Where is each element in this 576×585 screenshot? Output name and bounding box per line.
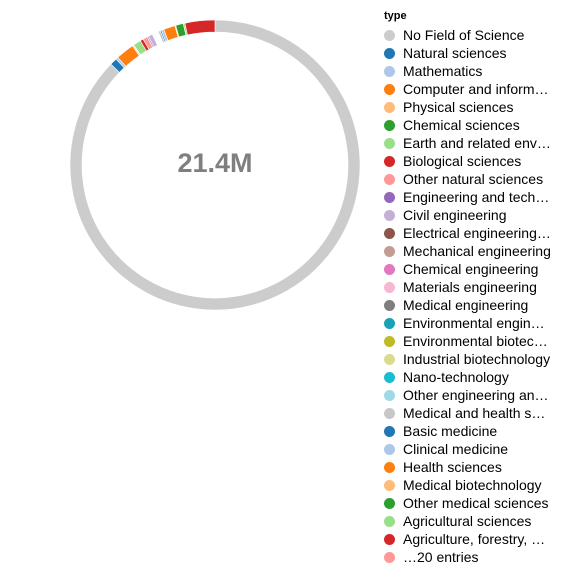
legend-label: Environmental engin… — [403, 315, 545, 331]
legend-label: Natural sciences — [403, 45, 507, 61]
legend-items: No Field of Science Natural sciences Mathe… — [384, 26, 574, 566]
donut-chart: 21.4M — [0, 0, 361, 360]
legend-item[interactable]: Earth and related env… — [384, 134, 574, 152]
legend-item[interactable]: Chemical sciences — [384, 116, 574, 134]
legend-title: type — [384, 10, 407, 22]
legend-item[interactable]: Mathematics — [384, 62, 574, 80]
legend-item[interactable]: Medical engineering — [384, 296, 574, 314]
legend-swatch — [384, 65, 395, 77]
legend-item[interactable]: Materials engineering — [384, 278, 574, 296]
legend-label: Computer and inform… — [403, 81, 549, 97]
legend-item[interactable]: Environmental engin… — [384, 314, 574, 332]
legend-label: Agriculture, forestry, … — [403, 531, 546, 547]
legend-item[interactable]: Physical sciences — [384, 98, 574, 116]
legend: type No Field of Science Natural sciences… — [384, 10, 574, 566]
legend-swatch — [384, 245, 395, 257]
legend-swatch — [384, 443, 395, 455]
legend-swatch — [384, 137, 395, 149]
donut-slice-0[interactable] — [69, 19, 361, 311]
legend-label: Medical and health s… — [403, 405, 546, 421]
legend-swatch — [384, 299, 395, 311]
legend-swatch — [384, 173, 395, 185]
legend-item[interactable]: No Field of Science — [384, 26, 574, 44]
legend-swatch — [384, 389, 395, 401]
legend-swatch — [384, 209, 395, 221]
legend-label: Physical sciences — [403, 99, 514, 115]
legend-swatch — [384, 263, 395, 275]
legend-label: Earth and related env… — [403, 135, 551, 151]
legend-label: Clinical medicine — [403, 441, 509, 457]
legend-label: …20 entries — [403, 549, 479, 565]
legend-label: Engineering and tech… — [403, 189, 550, 205]
legend-item[interactable]: Chemical engineering — [384, 260, 574, 278]
legend-item[interactable]: Industrial biotechnology — [384, 350, 574, 368]
legend-item[interactable]: Medical and health s… — [384, 404, 574, 422]
legend-label: Biological sciences — [403, 153, 522, 169]
legend-item[interactable]: Civil engineering — [384, 206, 574, 224]
legend-label: No Field of Science — [403, 27, 525, 43]
legend-item[interactable]: Other natural sciences — [384, 170, 574, 188]
legend-label: Electrical engineering… — [403, 225, 551, 241]
legend-label: Mathematics — [403, 63, 483, 79]
legend-swatch — [384, 47, 395, 59]
legend-label: Other medical sciences — [403, 495, 549, 511]
legend-swatch — [384, 317, 395, 329]
legend-label: Materials engineering — [403, 279, 537, 295]
legend-item[interactable]: Other medical sciences — [384, 494, 574, 512]
legend-item[interactable]: Other engineering an… — [384, 386, 574, 404]
legend-label: Other engineering an… — [403, 387, 549, 403]
legend-label: Health sciences — [403, 459, 502, 475]
legend-swatch — [384, 551, 395, 563]
legend-item[interactable]: Environmental biotec… — [384, 332, 574, 350]
legend-label: Chemical engineering — [403, 261, 539, 277]
legend-swatch — [384, 533, 395, 545]
legend-label: Industrial biotechnology — [403, 351, 551, 367]
donut-slices — [69, 19, 361, 311]
legend-swatch — [384, 191, 395, 203]
legend-swatch — [384, 407, 395, 419]
legend-swatch — [384, 515, 395, 527]
legend-swatch — [384, 101, 395, 113]
legend-item[interactable]: Electrical engineering… — [384, 224, 574, 242]
legend-item[interactable]: Health sciences — [384, 458, 574, 476]
legend-swatch — [384, 353, 395, 365]
legend-item[interactable]: Natural sciences — [384, 44, 574, 62]
legend-swatch — [384, 281, 395, 293]
legend-item[interactable]: Clinical medicine — [384, 440, 574, 458]
legend-label: Agricultural sciences — [403, 513, 532, 529]
legend-swatch — [384, 335, 395, 347]
legend-label: Chemical sciences — [403, 117, 520, 133]
legend-swatch — [384, 497, 395, 509]
legend-item[interactable]: Engineering and tech… — [384, 188, 574, 206]
legend-label: Nano-technology — [403, 369, 509, 385]
legend-item[interactable]: Medical biotechnology — [384, 476, 574, 494]
legend-swatch — [384, 29, 395, 41]
legend-label: Civil engineering — [403, 207, 507, 223]
donut-slice-28[interactable] — [184, 19, 216, 36]
donut-chart-svg: 21.4M — [69, 19, 361, 311]
center-total-label: 21.4M — [177, 148, 252, 178]
legend-label: Other natural sciences — [403, 171, 544, 187]
legend-item[interactable]: Nano-technology — [384, 368, 574, 386]
legend-swatch — [384, 119, 395, 131]
legend-label: Medical biotechnology — [403, 477, 542, 493]
legend-swatch — [384, 227, 395, 239]
legend-label: Medical engineering — [403, 297, 529, 313]
legend-swatch — [384, 425, 395, 437]
legend-swatch — [384, 83, 395, 95]
legend-item[interactable]: Agriculture, forestry, … — [384, 530, 574, 548]
legend-item[interactable]: Basic medicine — [384, 422, 574, 440]
legend-label: Environmental biotec… — [403, 333, 548, 349]
legend-swatch — [384, 461, 395, 473]
legend-label: Basic medicine — [403, 423, 498, 439]
legend-item[interactable]: Computer and inform… — [384, 80, 574, 98]
legend-item[interactable]: Agricultural sciences — [384, 512, 574, 530]
legend-swatch — [384, 479, 395, 491]
legend-item[interactable]: …20 entries — [384, 548, 574, 566]
legend-swatch — [384, 371, 395, 383]
legend-item[interactable]: Mechanical engineering — [384, 242, 574, 260]
legend-label: Mechanical engineering — [403, 243, 551, 259]
legend-item[interactable]: Biological sciences — [384, 152, 574, 170]
legend-swatch — [384, 155, 395, 167]
